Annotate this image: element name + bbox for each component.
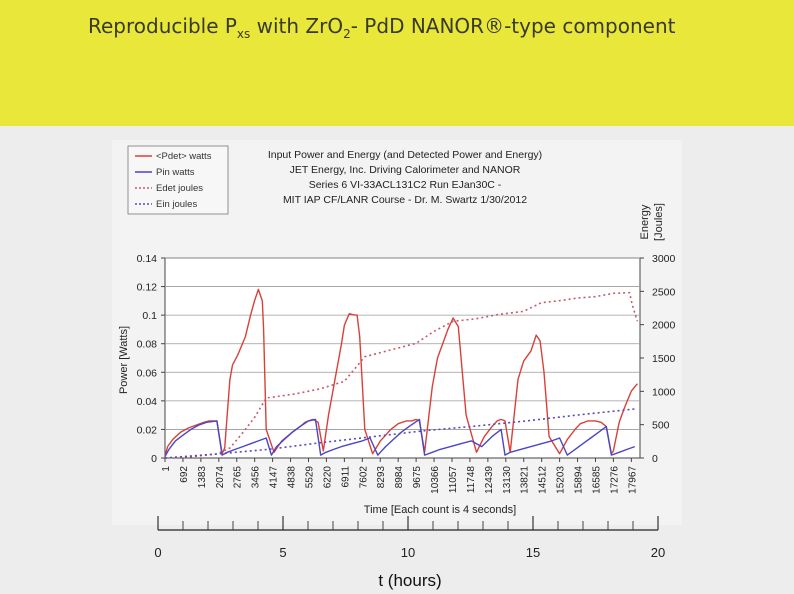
- y-axis-label: Power [Watts]: [118, 326, 130, 394]
- y2-tick-label: 2500: [652, 286, 676, 298]
- x-tick-label: 13821: [520, 466, 531, 494]
- x-tick-label: 17967: [627, 466, 638, 494]
- y-tick-label: 0.06: [137, 367, 158, 379]
- x-axis-label: Time [Each count is 4 seconds]: [364, 504, 516, 516]
- chart-title-line: JET Energy, Inc. Driving Calorimeter and…: [290, 164, 521, 176]
- hours-axis-label: t (hours): [378, 571, 441, 590]
- y2-axis-label-line2: [Joules]: [653, 203, 665, 241]
- slide-title-mid: with ZrO: [250, 14, 344, 38]
- slide-banner: Reproducible Pxs with ZrO2- PdD NANOR®-t…: [0, 0, 794, 126]
- plot-area: [164, 257, 641, 459]
- legend-label-1: <Pdet> watts: [156, 151, 212, 162]
- x-tick-label: 14512: [538, 466, 549, 494]
- x-tick-label: 16585: [591, 466, 602, 494]
- hours-tick-label: 0: [154, 545, 161, 560]
- slide-title: Reproducible Pxs with ZrO2- PdD NANOR®-t…: [88, 14, 778, 41]
- legend-label-4: Ein joules: [156, 199, 197, 210]
- y-tick-label: 0.14: [137, 253, 158, 265]
- x-tick-label: 12439: [484, 466, 495, 494]
- x-tick-label: 15894: [574, 466, 585, 494]
- x-tick-label: 6911: [340, 466, 351, 488]
- chart-title-line: MIT IAP CF/LANR Course - Dr. M. Swartz 1…: [283, 194, 527, 206]
- x-tick-label: 6220: [322, 466, 333, 489]
- y2-axis-label-line1: Energy: [639, 204, 651, 239]
- x-tick-label: 11748: [466, 466, 477, 494]
- series-line-4: [164, 407, 638, 459]
- series-line-1: [164, 288, 638, 457]
- series-line-2: [164, 418, 636, 457]
- y2-tick-label: 1500: [652, 353, 676, 365]
- y2-tick-label: 500: [652, 420, 670, 432]
- x-tick-label: 15203: [556, 466, 567, 494]
- legend-label-3: Edet joules: [156, 183, 203, 194]
- x-tick-label: 8293: [376, 466, 387, 489]
- y-tick-label: 0.08: [137, 339, 158, 351]
- x-tick-label: 17276: [609, 466, 620, 494]
- x-tick-label: 3456: [251, 466, 262, 489]
- slide-title-subscript: xs: [236, 27, 251, 41]
- slide-title-main: Reproducible P: [88, 14, 237, 38]
- x-tick-label: 1383: [197, 466, 208, 489]
- x-tick-label: 692: [179, 466, 190, 483]
- x-tick-label: 13130: [502, 466, 513, 494]
- slide-title-end: - PdD NANOR®-type component: [350, 14, 676, 38]
- legend-box: [127, 145, 229, 215]
- y-tick-label: 0.02: [137, 424, 158, 436]
- x-tick-label: 9675: [412, 466, 423, 489]
- y2-tick-label: 2000: [652, 320, 676, 332]
- x-tick-label: 5529: [304, 466, 315, 489]
- x-tick-label: 4838: [287, 466, 298, 489]
- x-tick-label: 4147: [269, 466, 280, 489]
- x-tick-label: 2765: [233, 466, 244, 489]
- legend-label-2: Pin watts: [156, 167, 195, 178]
- x-tick-label: 10366: [430, 466, 441, 494]
- hours-tick-label: 20: [651, 545, 665, 560]
- hours-tick-label: 15: [526, 545, 540, 560]
- x-tick-label: 7602: [358, 466, 369, 489]
- y-tick-label: 0.1: [142, 310, 157, 322]
- hours-tick-label: 10: [401, 545, 415, 560]
- x-tick-label: 1: [161, 466, 172, 472]
- y-tick-label: 0.04: [137, 396, 158, 408]
- y2-tick-label: 1000: [652, 386, 676, 398]
- y-tick-label: 0.12: [137, 282, 158, 294]
- hours-tick-label: 5: [279, 545, 286, 560]
- chart-title-line: Input Power and Energy (and Detected Pow…: [268, 149, 542, 161]
- y2-tick-label: 3000: [652, 253, 676, 265]
- x-tick-label: 11057: [448, 466, 459, 494]
- x-tick-label: 8984: [394, 466, 405, 489]
- slide-title-subscript-2: 2: [343, 27, 351, 41]
- x-tick-label: 2074: [215, 466, 226, 489]
- chart-title-line: Series 6 VI-33ACL131C2 Run EJan30C -: [309, 179, 502, 191]
- y2-tick-label: 0: [652, 453, 658, 465]
- y-tick-label: 0: [151, 453, 157, 465]
